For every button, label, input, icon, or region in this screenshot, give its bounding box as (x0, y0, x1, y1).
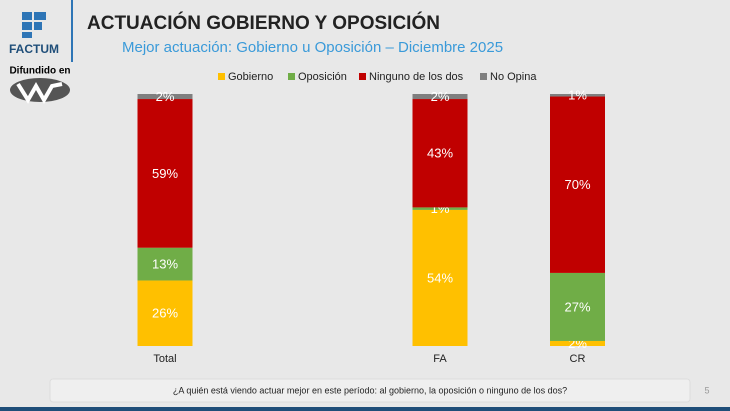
bar-segment (137, 247, 193, 281)
bar-segment (550, 96, 605, 273)
bar-segment (137, 94, 193, 100)
broadcaster-logo (10, 78, 70, 105)
legend-swatch (288, 73, 295, 80)
value-label: 13% (152, 257, 178, 272)
page-number: 5 (704, 385, 709, 395)
x-tick-label: Total (153, 353, 176, 365)
question: ¿A quién está viendo actuar mejor en est… (173, 385, 567, 395)
logo-text: FACTUM (9, 42, 59, 56)
bottom-band (0, 407, 730, 411)
bar-segment (550, 94, 605, 97)
legend-label: Gobierno (228, 71, 273, 83)
value-label: 70% (564, 177, 590, 192)
bar-segment (412, 207, 468, 210)
bar-segment (550, 340, 605, 346)
bar-segment (412, 99, 468, 208)
value-label: 1% (568, 88, 587, 103)
legend-label: No Opina (490, 71, 537, 83)
value-label: 27% (564, 299, 590, 314)
legend-swatch (480, 73, 487, 80)
bar-segment (412, 209, 468, 346)
bar-segment (137, 99, 193, 248)
value-label: 2% (156, 89, 175, 104)
x-tick-label: FA (433, 353, 447, 365)
value-label: 54% (427, 270, 453, 285)
value-label: 43% (427, 146, 453, 161)
broadcast-label: Difundido en (9, 66, 70, 77)
bar-segment (550, 272, 605, 341)
logo-mark (22, 12, 46, 38)
legend-swatch (218, 73, 225, 80)
value-label: 2% (431, 89, 450, 104)
legend-label: Ninguno de los dos (369, 71, 464, 83)
value-label: 59% (152, 166, 178, 181)
footer-box (49, 378, 691, 403)
bar-segment (412, 94, 468, 100)
value-label: 26% (152, 306, 178, 321)
legend-swatch (359, 73, 366, 80)
bar-segment (137, 280, 193, 346)
subtitle: Mejor actuación: Gobierno u Oposición – … (122, 39, 503, 56)
x-tick-label: CR (570, 353, 586, 365)
title: ACTUACIÓN GOBIERNO Y OPOSICIÓN (87, 12, 440, 34)
legend-label: Oposición (298, 71, 347, 83)
